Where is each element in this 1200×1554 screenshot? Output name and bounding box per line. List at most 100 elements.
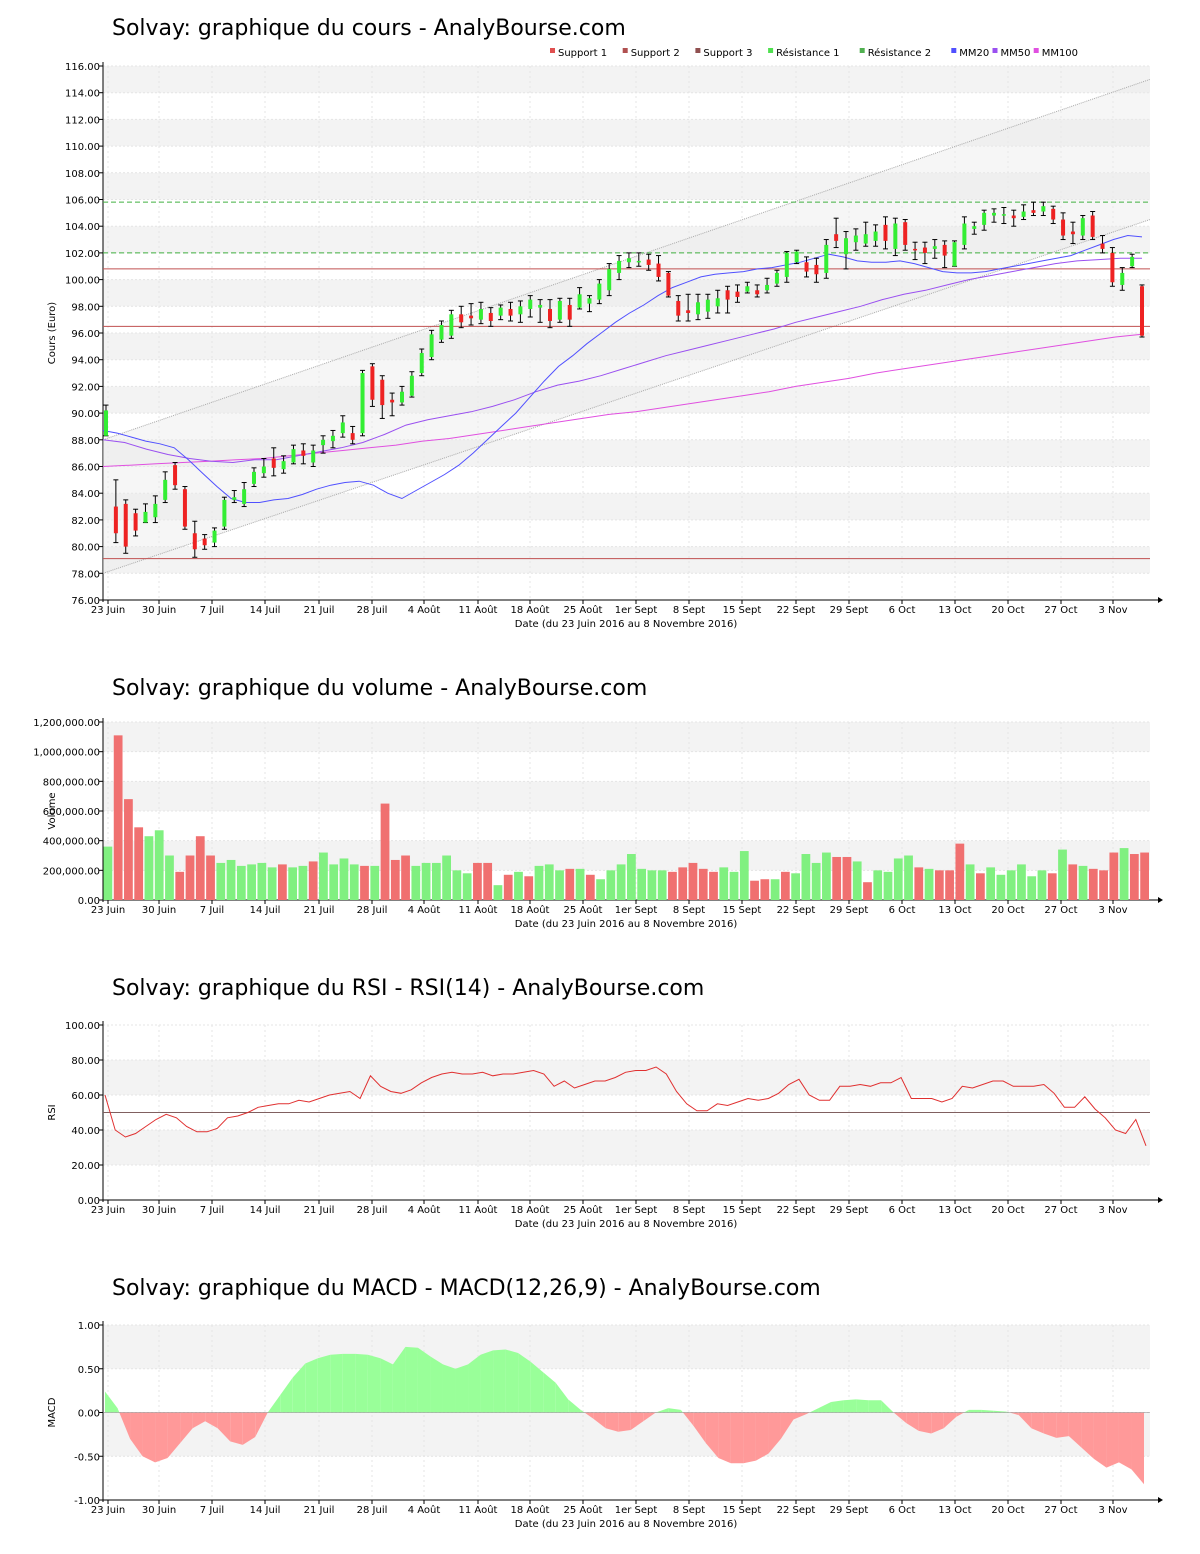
volume-bar [534, 865, 544, 900]
volume-bar [1099, 870, 1108, 900]
macd-area [768, 1412, 781, 1454]
volume-bar [236, 865, 246, 900]
grid-band [103, 722, 1150, 752]
grid-band [103, 1456, 1150, 1500]
legend-swatch [550, 48, 555, 53]
x-tick-label: 18 Août [511, 604, 550, 616]
volume-bar [401, 855, 410, 900]
candle-body [686, 310, 691, 313]
rsi-chart: Solvay: graphique du RSI - RSI(14) - Ana… [47, 976, 1163, 1230]
volume-bar [175, 871, 185, 900]
candle-body [1110, 252, 1115, 283]
macd-area [806, 1412, 810, 1415]
x-tick-label: 4 Août [408, 1204, 441, 1216]
candle-body [261, 466, 266, 474]
candle-body [419, 353, 424, 374]
volume-bar [339, 858, 349, 900]
macd-area [718, 1412, 731, 1464]
volume-bar [195, 836, 205, 900]
grid-band [103, 359, 1150, 387]
candle-body [1041, 206, 1046, 212]
macd-area [968, 1409, 982, 1413]
y-tick-label: 98.00 [71, 302, 100, 313]
x-tick-label: 27 Oct [1044, 1505, 1077, 1516]
volume-bar [719, 867, 729, 900]
volume-bar [431, 862, 441, 900]
macd-area [693, 1412, 706, 1444]
candle-body [1100, 243, 1105, 249]
x-axis-title: Date (du 23 Juin 2016 au 8 Novembre 2016… [515, 1219, 738, 1230]
macd-area [217, 1412, 231, 1442]
volume-bar [565, 868, 575, 900]
x-axis-arrow [1158, 897, 1163, 903]
y-tick-label: 116.00 [65, 62, 100, 73]
x-axis-title: Date (du 23 Juin 2016 au 8 Novembre 2016… [515, 919, 738, 930]
candle-body [1051, 208, 1056, 220]
volume-bar [1058, 849, 1067, 900]
grid-band [103, 333, 1150, 360]
macd-area [205, 1412, 218, 1429]
x-tick-label: 21 Juil [304, 905, 335, 916]
grid-band [103, 519, 1150, 547]
candle-body [212, 530, 217, 543]
grid-band [103, 1130, 1150, 1165]
macd-area [593, 1412, 606, 1429]
candle-body [745, 286, 750, 292]
volume-bar [1068, 864, 1078, 900]
trend-channel-upper [102, 78, 1151, 441]
y-tick-label: -0.50 [74, 1452, 100, 1463]
volume-bar [319, 852, 328, 900]
candle-body [548, 308, 552, 321]
grid-band [103, 870, 1150, 900]
macd-area [893, 1412, 907, 1423]
rsi-line [104, 1066, 1147, 1146]
x-axis-title: Date (du 23 Juin 2016 au 8 Novembre 2016… [515, 619, 738, 630]
x-tick-label: 29 Sept [830, 605, 869, 616]
chart-title: Solvay: graphique du MACD - MACD(12,26,9… [112, 1276, 821, 1301]
volume-bar [924, 868, 934, 900]
x-tick-label: 8 Sept [673, 1505, 705, 1516]
volume-bar [965, 864, 975, 900]
x-tick-label: 14 Juil [250, 905, 281, 916]
y-tick-label: 86.00 [71, 463, 100, 474]
y-tick-label: 40.00 [71, 1126, 100, 1137]
volume-bar [986, 867, 996, 900]
y-tick-label: 20.00 [71, 1161, 100, 1172]
x-tick-label: 30 Juin [142, 1205, 176, 1216]
macd-area [856, 1399, 869, 1413]
legend-swatch [695, 48, 701, 53]
candle-body [242, 489, 247, 504]
macd-area [380, 1358, 393, 1413]
macd-area [668, 1408, 681, 1413]
x-tick-label: 6 Oct [889, 905, 916, 916]
candle-body [962, 223, 967, 245]
macd-area [192, 1412, 206, 1429]
volume-bar [637, 868, 647, 900]
x-tick-label: 14 Juil [250, 605, 281, 616]
macd-area [780, 1412, 794, 1439]
x-tick-label: 13 Oct [938, 905, 971, 916]
macd-area [881, 1400, 894, 1413]
x-tick-label: 25 Août [564, 1204, 603, 1216]
legend-label: Support 2 [631, 48, 680, 59]
x-axis-title: Date (du 23 Juin 2016 au 8 Novembre 2016… [515, 1519, 738, 1530]
legend-label: MM50 [1001, 48, 1031, 59]
x-tick-label: 22 Sept [777, 1205, 816, 1216]
x-tick-label: 15 Sept [723, 1205, 762, 1216]
volume-bar [493, 885, 503, 900]
candle-body [735, 291, 740, 297]
x-tick-label: 8 Sept [673, 605, 705, 616]
candle-body [903, 222, 908, 245]
x-tick-label: 3 Nov [1098, 1205, 1127, 1216]
macd-area [943, 1412, 957, 1429]
volume-bar [780, 871, 790, 900]
volume-bar [822, 852, 831, 900]
x-tick-label: 20 Oct [991, 1505, 1024, 1516]
y-tick-label: 82.00 [71, 516, 100, 527]
chart-title: Solvay: graphique du cours - AnalyBourse… [112, 16, 626, 41]
grid-band [103, 279, 1150, 307]
candle-body [429, 334, 434, 358]
x-tick-label: 30 Juin [142, 605, 176, 616]
macd-area [906, 1412, 919, 1431]
volume-bar [873, 870, 883, 900]
